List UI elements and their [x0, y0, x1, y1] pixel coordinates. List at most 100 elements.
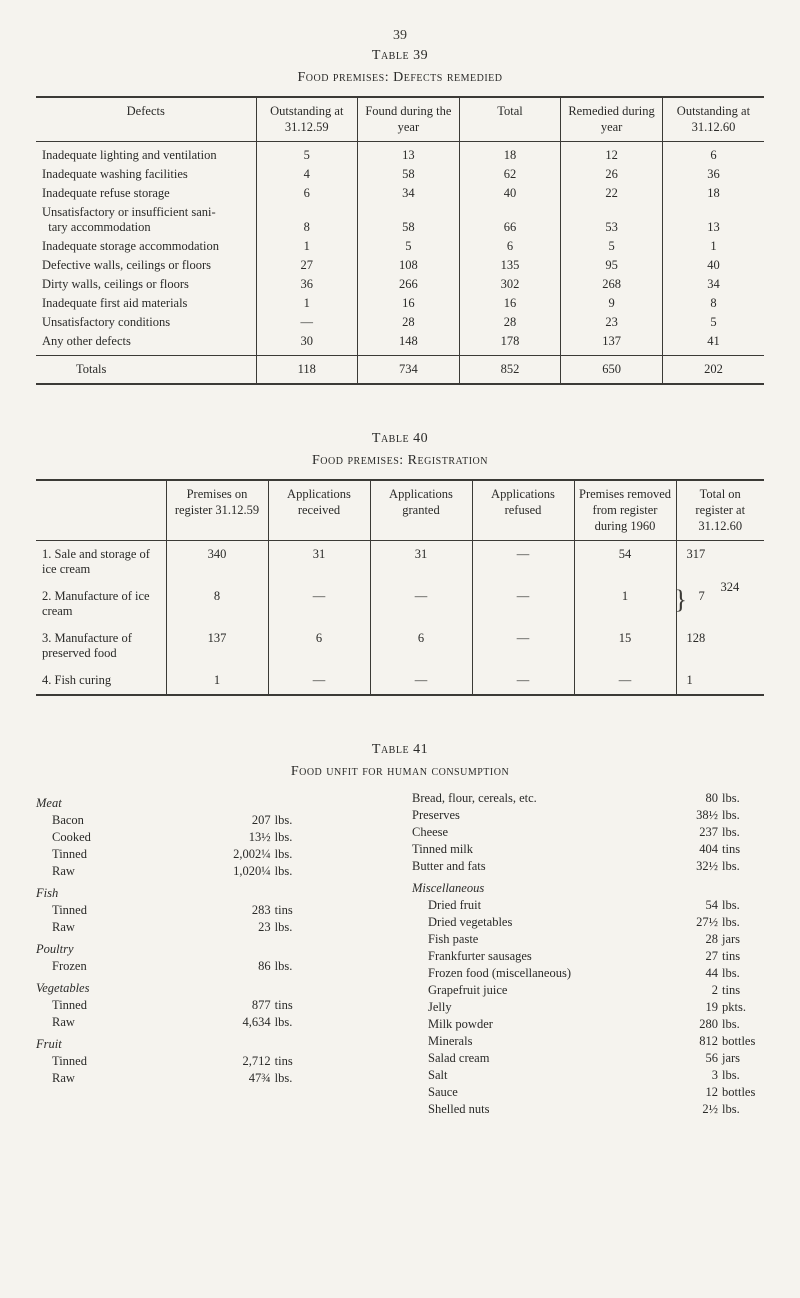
table-cell: 302 [459, 275, 561, 294]
item-unit: tins [271, 1053, 388, 1070]
item-label: Shelled nuts [412, 1101, 660, 1118]
table-cell: 9 [561, 294, 663, 313]
list-item: Preserves38½lbs. [412, 807, 764, 824]
table-cell: 1 [256, 294, 358, 313]
list-item: Salad cream56jars [412, 1050, 764, 1067]
table-39-label: Table 39 [36, 48, 764, 64]
list-item: Bread, flour, cereals, etc.80lbs. [412, 790, 764, 807]
item-qty: 4,634 [153, 1014, 270, 1031]
table-cell: — [268, 583, 370, 625]
item-label: Tinned [36, 1053, 153, 1070]
item-unit: lbs. [271, 919, 388, 936]
table-cell: 1 [574, 583, 676, 625]
table-cell: — [268, 667, 370, 695]
t39-total-4: 650 [561, 356, 663, 385]
item-unit: lbs. [718, 1101, 764, 1118]
t39-h3: Total [459, 97, 561, 142]
table-41-title: Food unfit for human consumption [36, 764, 764, 780]
table-cell: 28 [459, 313, 561, 332]
table-cell: 13 [662, 203, 764, 237]
t39-total-label: Totals [36, 356, 256, 385]
table-cell: 18 [459, 142, 561, 166]
table-row: Unsatisfactory conditions—2828235 [36, 313, 764, 332]
table-39: Defects Outstanding at 31.12.59 Found du… [36, 96, 764, 385]
item-qty: 283 [153, 902, 270, 919]
list-item: Frozen86lbs. [36, 958, 388, 975]
table-40-title: Food premises: Registration [36, 453, 764, 469]
t40-h2: Applications received [268, 480, 370, 540]
table-cell: 5 [358, 237, 460, 256]
item-label: Raw [36, 863, 153, 880]
defect-label: Defective walls, ceilings or floors [36, 256, 256, 275]
item-unit: tins [718, 841, 764, 858]
item-label: Cooked [36, 829, 153, 846]
row-label: 3. Manufacture of preserved food [36, 625, 166, 667]
list-item: Vegetables [36, 975, 388, 997]
category-heading: Fruit [36, 1031, 388, 1053]
item-qty: 2½ [660, 1101, 718, 1118]
item-label: Fish paste [412, 931, 660, 948]
table-cell: — [472, 625, 574, 667]
item-label: Dried fruit [412, 897, 660, 914]
defect-label: Inadequate first aid materials [36, 294, 256, 313]
list-item: Salt3lbs. [412, 1067, 764, 1084]
list-item: Milk powder280lbs. [412, 1016, 764, 1033]
item-unit: lbs. [271, 1070, 388, 1087]
item-label: Frozen food (miscellaneous) [412, 965, 660, 982]
table-row: Unsatisfactory or insufficient sani- tar… [36, 203, 764, 237]
table-cell: 34 [358, 184, 460, 203]
list-item: Dried fruit54lbs. [412, 897, 764, 914]
item-label: Milk powder [412, 1016, 660, 1033]
list-item: Bacon207lbs. [36, 812, 388, 829]
defect-label: Inadequate refuse storage [36, 184, 256, 203]
t39-total-3: 852 [459, 356, 561, 385]
table-cell: 6 [370, 625, 472, 667]
table-cell: 26 [561, 165, 663, 184]
t39-h2: Found during the year [358, 97, 460, 142]
brace-sum: 324 [721, 580, 740, 595]
item-qty: 27½ [660, 914, 718, 931]
table-row: 1. Sale and storage of ice cream3403131—… [36, 541, 764, 584]
t40-h0 [36, 480, 166, 540]
table-cell: 317 [676, 541, 764, 584]
table-cell: 340 [166, 541, 268, 584]
item-unit: lbs. [718, 858, 764, 875]
table-cell: 95 [561, 256, 663, 275]
item-qty: 812 [660, 1033, 718, 1050]
item-unit: tins [718, 982, 764, 999]
item-label: Frozen [36, 958, 153, 975]
item-label: Raw [36, 919, 153, 936]
item-qty: 23 [153, 919, 270, 936]
item-label: Raw [36, 1070, 153, 1087]
list-item: Raw4,634lbs. [36, 1014, 388, 1031]
item-label: Salad cream [412, 1050, 660, 1067]
table-cell: 6 [459, 237, 561, 256]
table-cell: 137 [166, 625, 268, 667]
table-row: Any other defects3014817813741 [36, 332, 764, 356]
table-cell: 128 [676, 625, 764, 667]
item-label: Butter and fats [412, 858, 660, 875]
table-row: Inadequate refuse storage634402218 [36, 184, 764, 203]
table-41: MeatBacon207lbs.Cooked13½lbs.Tinned2,002… [36, 790, 764, 1118]
list-item: Minerals812bottles [412, 1033, 764, 1050]
list-item: Fruit [36, 1031, 388, 1053]
item-label: Tinned milk [412, 841, 660, 858]
item-label: Bread, flour, cereals, etc. [412, 790, 660, 807]
item-qty: 12 [660, 1084, 718, 1101]
defect-label: Unsatisfactory or insufficient sani- tar… [36, 203, 256, 237]
table-row: 3. Manufacture of preserved food13766—15… [36, 625, 764, 667]
table-cell: 8 [166, 583, 268, 625]
list-item: Butter and fats32½lbs. [412, 858, 764, 875]
table-cell: 8 [256, 203, 358, 237]
item-label: Jelly [412, 999, 660, 1016]
t39-h4: Remedied during year [561, 97, 663, 142]
table-cell: 266 [358, 275, 460, 294]
list-item: Shelled nuts2½lbs. [412, 1101, 764, 1118]
list-item: Cheese237lbs. [412, 824, 764, 841]
item-label: Dried vegetables [412, 914, 660, 931]
t40-h1: Premises on register 31.12.59 [166, 480, 268, 540]
item-qty: 2,002¼ [153, 846, 270, 863]
table-cell: 36 [256, 275, 358, 294]
item-qty: 28 [660, 931, 718, 948]
list-item: Poultry [36, 936, 388, 958]
